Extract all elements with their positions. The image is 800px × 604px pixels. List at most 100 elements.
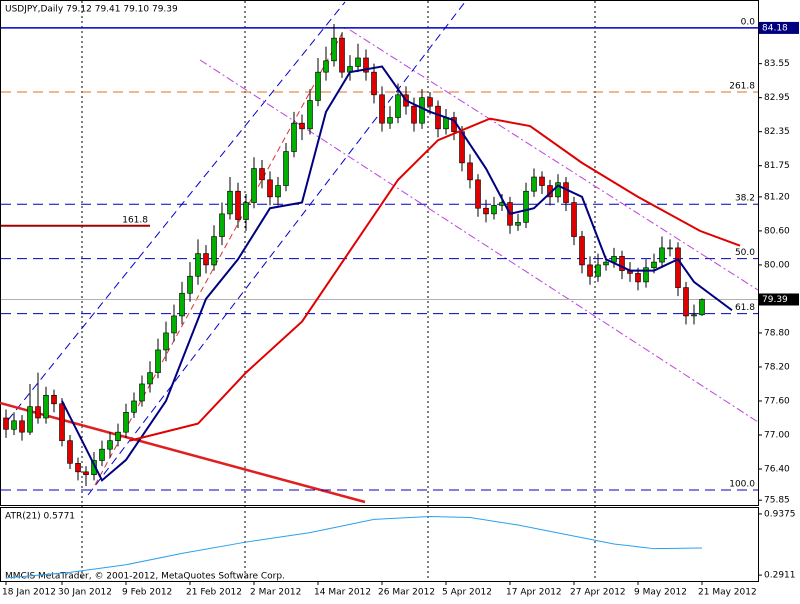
candle-body — [115, 431, 121, 441]
atr-tick-label: 0.2911 — [764, 571, 796, 581]
fib-level-label: 161.8 — [122, 215, 148, 225]
candle-body — [211, 236, 217, 266]
candle-body — [387, 117, 393, 124]
candle-body — [667, 247, 673, 250]
candle-body — [419, 97, 425, 124]
candle-body — [443, 117, 449, 130]
y-tick-label: 76.40 — [764, 465, 790, 475]
x-tick-label: 9 May 2012 — [634, 588, 687, 598]
candle-body — [67, 440, 73, 464]
candle-body — [75, 463, 81, 473]
trend-line — [199, 59, 759, 423]
candle-body — [539, 176, 545, 186]
candle-body — [275, 185, 281, 198]
candle-body — [299, 122, 305, 130]
atr-panel — [0, 507, 759, 582]
candle-body — [339, 37, 345, 73]
candle-body — [171, 315, 177, 334]
candle-body — [683, 287, 689, 317]
candle-body — [571, 202, 577, 237]
candle-body — [283, 151, 289, 186]
price-box-label: 84.18 — [762, 23, 788, 33]
candle-body — [11, 420, 17, 430]
fib-level-label: 261.8 — [729, 81, 755, 91]
candle-body — [531, 176, 537, 192]
y-tick-label: 83.55 — [764, 59, 790, 69]
candle-body — [427, 97, 433, 107]
candle-body — [691, 314, 697, 317]
y-tick-label: 75.85 — [764, 496, 790, 506]
candle-body — [315, 71, 321, 101]
candle-body — [19, 420, 25, 433]
candle-body — [3, 417, 9, 430]
candle-body — [147, 372, 153, 385]
candle-body — [83, 471, 89, 475]
candle-body — [235, 190, 241, 220]
candle-body — [363, 57, 369, 73]
x-tick-label: 5 Apr 2012 — [442, 588, 492, 598]
candle-body — [243, 202, 249, 220]
y-tick-label: 80.00 — [764, 260, 790, 270]
candle-body — [563, 182, 569, 203]
price-box — [759, 21, 799, 34]
price-box — [759, 293, 799, 306]
candle-body — [27, 406, 33, 433]
candle-body — [435, 105, 441, 130]
candle-body — [195, 253, 201, 277]
x-tick-label: 18 Jan 2012 — [2, 588, 56, 598]
candle-body — [35, 406, 41, 419]
candle-body — [163, 332, 169, 351]
candle-body — [187, 275, 193, 294]
y-tick-label: 81.75 — [764, 161, 790, 171]
x-tick-label: 17 Apr 2012 — [506, 588, 562, 598]
candle-body — [595, 264, 601, 277]
channel-line — [94, 27, 346, 486]
candle-body — [467, 162, 473, 181]
candle-body — [99, 448, 105, 461]
y-tick-label: 80.60 — [764, 226, 790, 236]
candle-body — [659, 247, 665, 263]
main-panel — [0, 0, 759, 506]
price-box-label: 79.39 — [762, 295, 788, 305]
atr-line — [5, 516, 703, 579]
x-tick-label: 9 Feb 2012 — [122, 588, 172, 598]
moving-average — [61, 65, 733, 482]
candle-body — [251, 168, 257, 203]
candle-body — [699, 299, 705, 316]
x-tick-label: 21 Feb 2012 — [186, 588, 242, 598]
trend-line — [349, 29, 759, 291]
fib-level-label: 100.0 — [729, 479, 755, 489]
candle-body — [107, 440, 113, 450]
candle-body — [355, 57, 361, 67]
y-tick-label: 78.80 — [764, 328, 790, 338]
candle-body — [523, 190, 529, 223]
candle-body — [515, 222, 521, 226]
candle-body — [51, 394, 57, 405]
candle-body — [323, 60, 329, 73]
x-tick-label: 30 Jan 2012 — [58, 588, 112, 598]
candle-body — [475, 179, 481, 209]
candle-body — [331, 37, 337, 62]
candle-body — [555, 182, 561, 198]
candle-body — [587, 264, 593, 277]
candle-body — [491, 205, 497, 215]
fib-level-label: 38.2 — [735, 194, 755, 204]
x-tick-label: 21 May 2012 — [698, 588, 757, 598]
candle-body — [643, 267, 649, 283]
candle-body — [619, 256, 625, 271]
footer: MMCIS MetaTrader, © 2001-2012, MetaQuote… — [5, 572, 285, 582]
chart-title: USDJPY,Daily 79.12 79.41 79.10 79.39 — [5, 5, 178, 15]
candle-body — [379, 94, 385, 124]
candle-body — [371, 71, 377, 96]
y-tick-label: 81.20 — [764, 192, 790, 202]
y-tick-label: 77.60 — [764, 396, 790, 406]
x-tick-label: 27 Apr 2012 — [570, 588, 626, 598]
candle-body — [59, 403, 65, 441]
candle-body — [579, 236, 585, 266]
candle-body — [603, 261, 609, 266]
candle-body — [483, 207, 489, 215]
y-tick-label: 78.20 — [764, 362, 790, 372]
candle-body — [267, 179, 273, 198]
atr-tick-label: 0.9375 — [764, 509, 796, 519]
